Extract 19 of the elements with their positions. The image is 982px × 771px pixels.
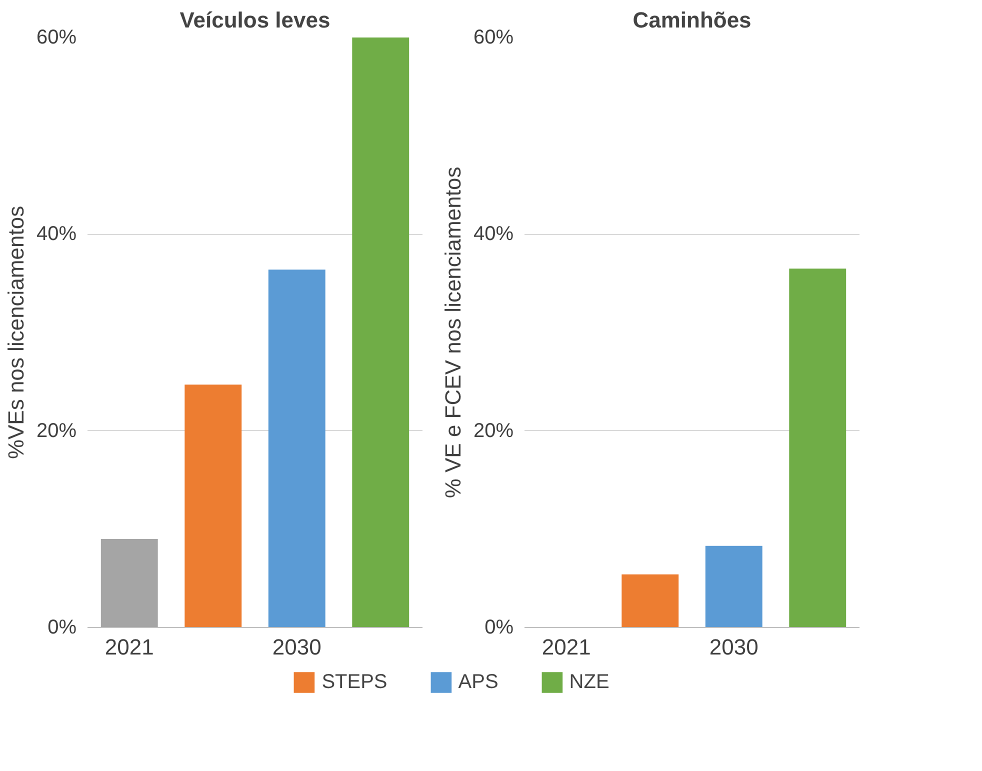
x-tick-label: 2030	[709, 634, 758, 660]
legend-label: APS	[458, 670, 498, 694]
y-tick-label: 40%	[473, 223, 514, 246]
y-tick-label: 60%	[36, 26, 77, 48]
x-tick-label: 2021	[104, 634, 154, 660]
chart-title: Caminhões	[632, 8, 752, 32]
legend-label: STEPS	[322, 670, 388, 694]
y-axis-title: %VEs nos licenciamentos	[3, 206, 28, 460]
y-tick-label: 20%	[473, 420, 514, 442]
x-tick-label: 2030	[272, 634, 322, 660]
y-tick-label: 60%	[473, 26, 514, 48]
y-axis-title: % VE e FCEV nos licenciamentos	[440, 166, 466, 498]
y-tick-label: 0%	[48, 616, 77, 638]
chart-title: Veículos leves	[180, 8, 330, 32]
y-tick-label: 0%	[484, 616, 514, 638]
y-tick-label: 40%	[36, 223, 77, 246]
y-tick-label: 20%	[36, 420, 77, 442]
x-tick-label: 2021	[542, 634, 591, 660]
legend-label: NZE	[569, 670, 610, 694]
